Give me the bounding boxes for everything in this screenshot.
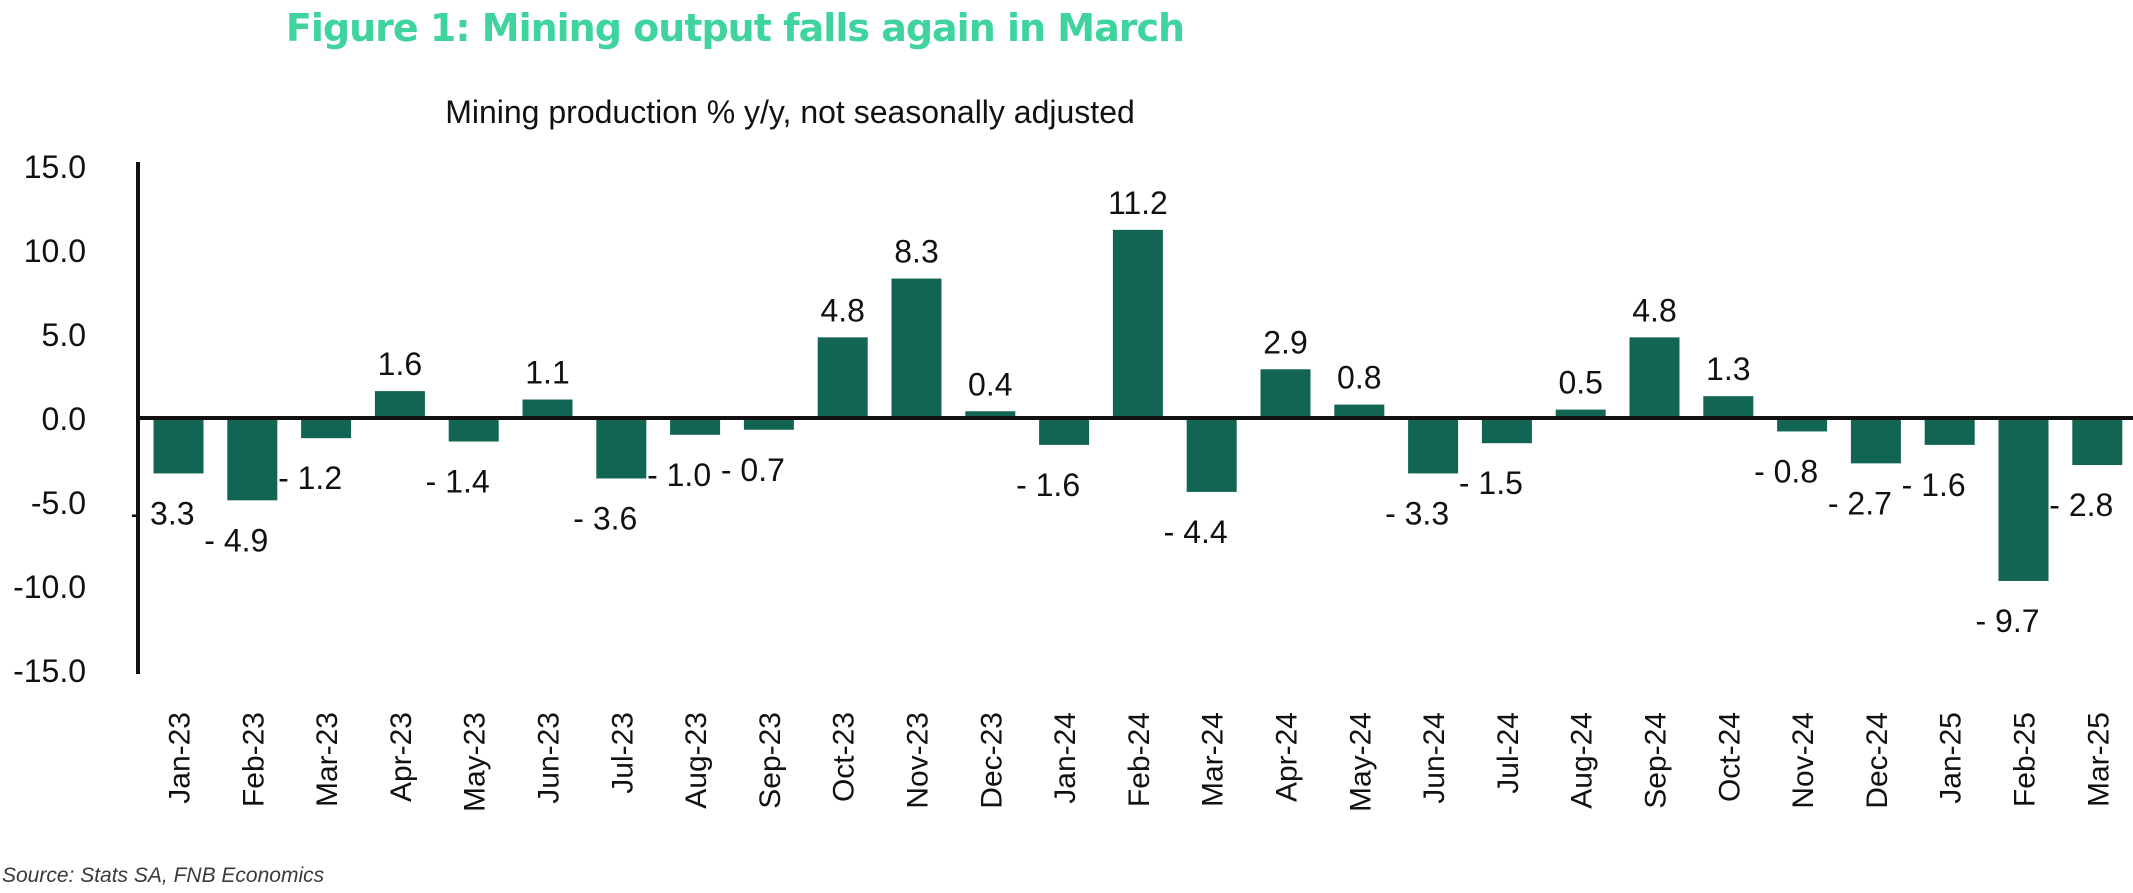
x-tick-label-May-24: May-24 (1344, 712, 1377, 812)
data-label-Jan-23: - 3.3 (130, 495, 194, 531)
bar-Nov-24 (1777, 418, 1828, 432)
x-tick-label-Mar-25: Mar-25 (2082, 712, 2115, 807)
bar-Aug-24 (1555, 409, 1606, 418)
x-tick-label-May-23: May-23 (459, 712, 492, 812)
x-tick-label-Jul-23: Jul-23 (606, 712, 639, 794)
x-tick-label-Aug-24: Aug-24 (1566, 712, 1599, 809)
x-tick-label-Jan-23: Jan-23 (164, 712, 197, 804)
bar-Mar-24 (1186, 418, 1237, 492)
x-tick-label-Jan-24: Jan-24 (1049, 712, 1082, 804)
data-label-Mar-23: - 1.2 (278, 460, 342, 496)
bar-Jul-23 (596, 418, 647, 479)
bar-Jun-23 (522, 399, 573, 418)
data-label-Mar-24: - 4.4 (1164, 514, 1228, 550)
axes-group (136, 162, 2133, 674)
data-label-Jul-23: - 3.6 (573, 500, 637, 536)
y-tick-label: -5.0 (31, 485, 86, 521)
bars-group (153, 229, 2123, 581)
x-tick-label-Aug-23: Aug-23 (680, 712, 713, 809)
bar-Dec-23 (965, 411, 1016, 418)
y-tick-label: 0.0 (42, 401, 86, 437)
bar-Dec-24 (1850, 418, 1901, 464)
x-tick-label-Nov-24: Nov-24 (1787, 712, 1820, 809)
x-tick-label-Nov-23: Nov-23 (902, 712, 935, 809)
bar-Nov-23 (891, 278, 942, 418)
figure-title: Figure 1: Mining output falls again in M… (285, 6, 1185, 50)
data-label-Sep-24: 4.8 (1632, 292, 1676, 328)
data-label-Jul-24: - 1.5 (1459, 465, 1523, 501)
data-label-Jan-25: - 1.6 (1902, 467, 1966, 503)
bar-May-23 (448, 418, 499, 442)
data-label-Mar-25: - 2.8 (2049, 487, 2113, 523)
data-label-May-23: - 1.4 (426, 464, 490, 500)
bar-Jul-24 (1481, 418, 1532, 444)
bar-Sep-23 (743, 418, 794, 430)
data-label-Apr-23: 1.6 (378, 346, 422, 382)
data-label-May-24: 0.8 (1337, 360, 1381, 396)
x-tick-label-Mar-23: Mar-23 (311, 712, 344, 807)
y-tick-labels-group: 15.0 10.0 5.0 0.0 -5.0 -10.0 -15.0 (13, 149, 86, 689)
bar-May-24 (1334, 404, 1385, 418)
chart-subtitle: Mining production % y/y, not seasonally … (445, 94, 1135, 130)
x-tick-label-Oct-23: Oct-23 (828, 712, 861, 802)
x-tick-label-Mar-24: Mar-24 (1197, 712, 1230, 807)
y-tick-label: 15.0 (24, 149, 86, 185)
y-tick-label: 10.0 (24, 233, 86, 269)
x-tick-label-Feb-25: Feb-25 (2009, 712, 2042, 807)
data-label-Nov-23: 8.3 (894, 234, 938, 270)
x-tick-label-Sep-24: Sep-24 (1640, 712, 1673, 809)
data-label-Jan-24: - 1.6 (1016, 467, 1080, 503)
data-label-Aug-23: - 1.0 (647, 457, 711, 493)
bar-Apr-23 (374, 391, 425, 418)
data-label-Feb-23: - 4.9 (204, 522, 268, 558)
x-tick-label-Feb-24: Feb-24 (1123, 712, 1156, 807)
data-label-Oct-23: 4.8 (820, 292, 864, 328)
x-tick-labels-group: Jan-23 Feb-23 Mar-23 Apr-23 May-23 Jun-23 Jul-… (164, 712, 2116, 812)
x-tick-label-Apr-23: Apr-23 (385, 712, 418, 802)
data-label-Feb-24: 11.2 (1108, 185, 1168, 221)
data-label-Oct-24: 1.3 (1706, 351, 1750, 387)
data-label-Feb-25: - 9.7 (1975, 603, 2039, 639)
bar-Oct-24 (1703, 396, 1754, 418)
data-label-Sep-23: - 0.7 (721, 452, 785, 488)
data-label-Jun-23: 1.1 (525, 355, 569, 391)
data-labels-group: - 3.3 - 4.9 - 1.2 1.6 - 1.4 1.1 - 3.6 - 1.0 - 0.… (130, 185, 2113, 639)
bar-Mar-23 (301, 418, 352, 439)
x-tick-label-Apr-24: Apr-24 (1271, 712, 1304, 802)
x-tick-label-Feb-23: Feb-23 (237, 712, 270, 807)
bar-Oct-23 (817, 337, 868, 418)
x-tick-label-Jun-23: Jun-23 (533, 712, 566, 804)
bar-Apr-24 (1260, 369, 1311, 418)
bar-Sep-24 (1629, 337, 1680, 418)
x-tick-label-Oct-24: Oct-24 (1713, 712, 1746, 802)
bar-Jun-24 (1408, 418, 1459, 474)
data-label-Apr-24: 2.9 (1263, 324, 1307, 360)
data-label-Jun-24: - 3.3 (1385, 495, 1449, 531)
data-label-Aug-24: 0.5 (1558, 365, 1602, 401)
y-tick-label: -15.0 (13, 653, 86, 689)
bar-Feb-24 (1112, 229, 1163, 418)
x-tick-label-Sep-23: Sep-23 (754, 712, 787, 809)
x-tick-label-Jan-25: Jan-25 (1935, 712, 1968, 804)
data-label-Dec-24: - 2.7 (1828, 485, 1892, 521)
bar-Jan-25 (1924, 418, 1975, 445)
x-tick-label-Jun-24: Jun-24 (1418, 712, 1451, 804)
bar-Jan-24 (1039, 418, 1090, 445)
data-label-Dec-23: 0.4 (968, 366, 1012, 402)
bar-Feb-23 (227, 418, 278, 501)
y-tick-label: 5.0 (42, 317, 86, 353)
y-tick-label: -10.0 (13, 569, 86, 605)
bar-Jan-23 (153, 418, 204, 474)
x-tick-label-Dec-23: Dec-23 (975, 712, 1008, 809)
bar-Feb-25 (1998, 418, 2049, 581)
x-tick-label-Dec-24: Dec-24 (1861, 712, 1894, 809)
bar-Aug-23 (670, 418, 721, 435)
data-label-Nov-24: - 0.8 (1754, 453, 1818, 489)
bar-Mar-25 (2072, 418, 2123, 466)
x-tick-label-Jul-24: Jul-24 (1492, 712, 1525, 794)
source-note: Source: Stats SA, FNB Economics (2, 864, 325, 887)
